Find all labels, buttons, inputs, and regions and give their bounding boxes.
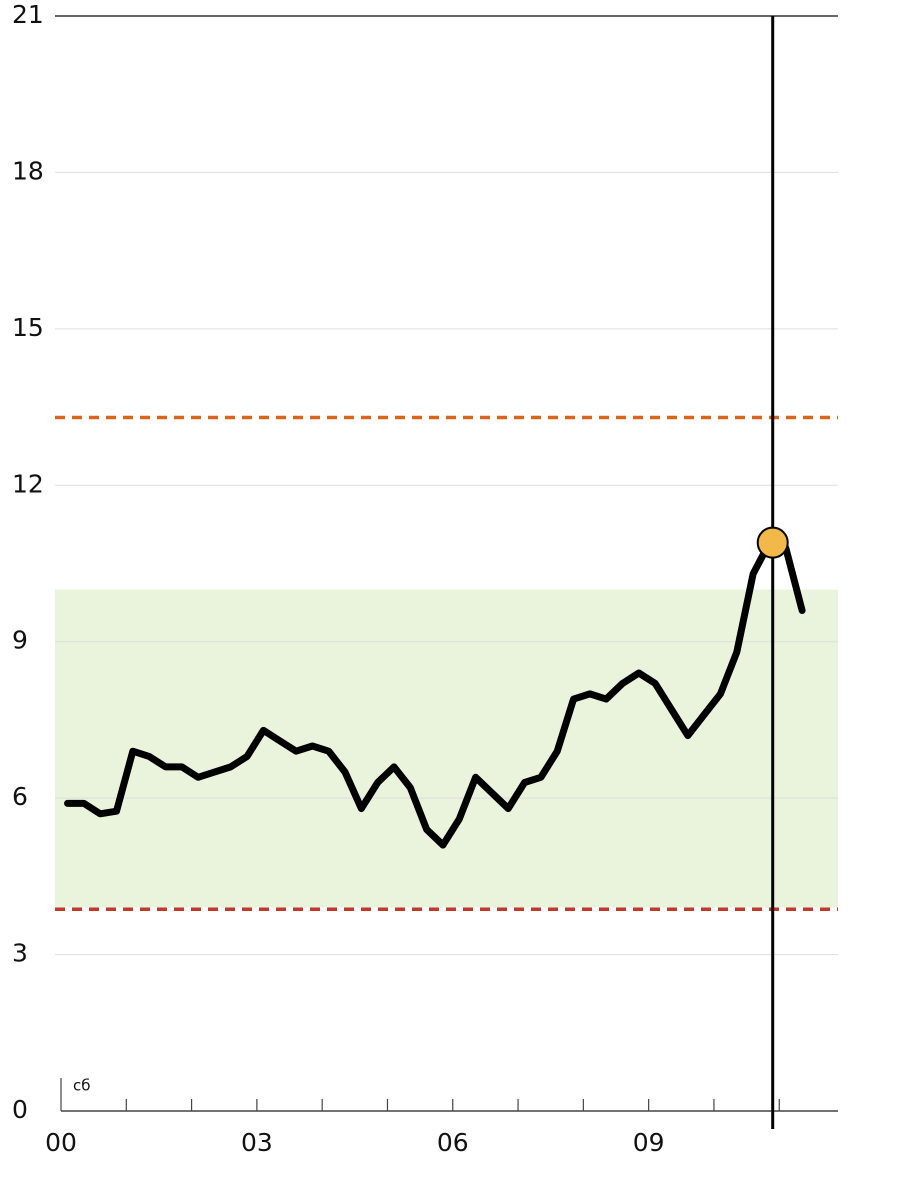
day-label: сб <box>73 1077 91 1095</box>
y-tick-label: 18 <box>12 156 44 185</box>
y-tick-label: 6 <box>12 782 28 811</box>
y-tick-label: 21 <box>12 0 44 29</box>
cursor-point <box>756 526 789 559</box>
x-tick-label: 03 <box>241 1128 273 1157</box>
y-tick-label: 0 <box>12 1095 28 1124</box>
target-range <box>55 589 838 908</box>
x-tick-label: 06 <box>437 1128 469 1157</box>
y-tick-label: 9 <box>12 626 28 655</box>
y-tick-label: 3 <box>12 939 28 968</box>
y-tick-label: 15 <box>12 313 44 342</box>
series-line <box>64 539 806 849</box>
x-tick-label: 00 <box>45 1128 77 1157</box>
x-tick-label: 09 <box>633 1128 665 1157</box>
y-tick-label: 12 <box>12 469 44 498</box>
